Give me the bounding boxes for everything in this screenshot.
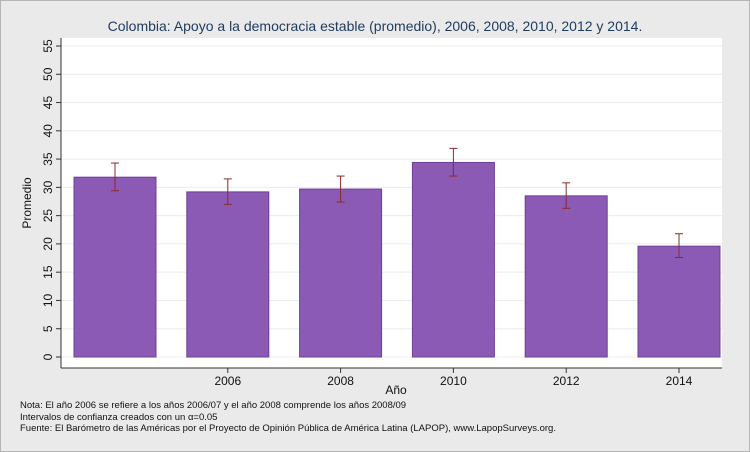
- note-line: Nota: El año 2006 se refiere a los años …: [20, 400, 407, 411]
- y-axis-label: Promedio: [20, 177, 34, 229]
- note-line: Fuente: El Barómetro de las Américas por…: [20, 423, 556, 434]
- bars: [73, 161, 721, 358]
- y-tick-label: 55: [41, 39, 55, 53]
- x-tick-label: 2008: [327, 374, 354, 388]
- chart-title: Colombia: Apoyo a la democracia estable …: [108, 18, 643, 34]
- x-tick-label: 2010: [440, 374, 467, 388]
- bar-2008: [299, 188, 383, 358]
- chart-notes: Nota: El año 2006 se refiere a los años …: [20, 400, 556, 435]
- y-tick-label: 50: [41, 67, 55, 81]
- y-tick-label: 15: [41, 265, 55, 279]
- y-tick-label: 30: [41, 180, 55, 194]
- y-tick-label: 40: [41, 124, 55, 138]
- note-line: Intervalos de confianza creados con un α…: [20, 411, 218, 423]
- x-axis-label: Año: [385, 383, 407, 397]
- y-tick-label: 0: [41, 353, 55, 360]
- bar-2012: [524, 195, 608, 358]
- x-tick-label: 2006: [214, 374, 241, 388]
- bar-2010: [411, 161, 495, 358]
- error-bars: [111, 147, 683, 258]
- x-tick-label: 2014: [666, 374, 693, 388]
- y-tick-label: 25: [41, 209, 55, 223]
- axes: 0 5 10 15 20 25 30 35 40 45 50 55 2006 2008 2010 2012 20…: [41, 38, 722, 388]
- y-tick-label: 10: [41, 293, 55, 307]
- gridlines: [61, 45, 722, 358]
- plot-area: [61, 38, 722, 368]
- y-tick-label: 5: [41, 325, 55, 332]
- bar-2006: [186, 191, 270, 358]
- y-tick-label: 20: [41, 237, 55, 251]
- y-tick-label: 45: [41, 96, 55, 110]
- y-tick-label: 35: [41, 152, 55, 166]
- x-tick-label: 2012: [553, 374, 580, 388]
- bar-2014: [637, 245, 721, 358]
- bar-2004: [73, 176, 157, 358]
